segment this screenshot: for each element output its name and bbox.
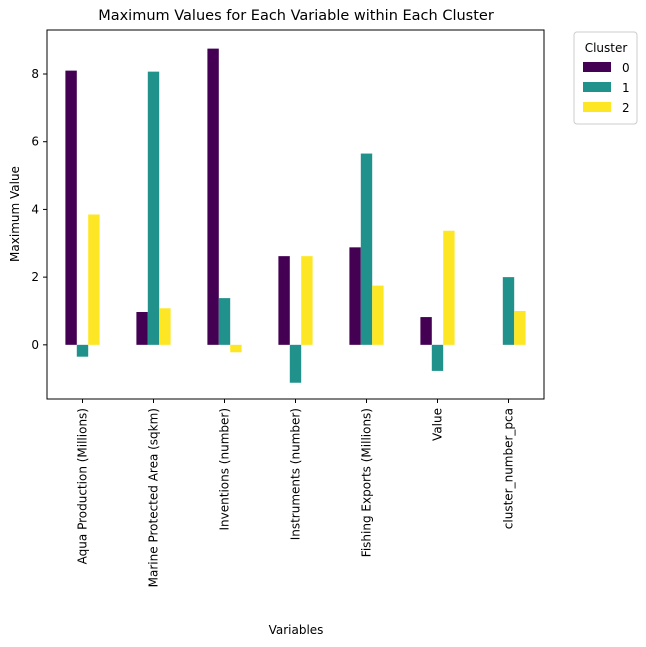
bar-cluster-0-2: [207, 48, 219, 345]
legend-swatch-cluster-1: [583, 82, 611, 92]
x-axis-label: Variables: [269, 623, 324, 637]
bar-cluster-2-6: [514, 310, 526, 345]
bar-cluster-2-1: [159, 308, 171, 345]
x-tick-label: Value: [431, 408, 445, 441]
bar-cluster-1-1: [147, 71, 160, 345]
bar-cluster-1-5: [431, 344, 444, 371]
plot-frame: [46, 29, 545, 400]
bar-cluster-0-5: [420, 317, 432, 345]
y-tick-label: 6: [31, 135, 39, 149]
legend-swatch-cluster-2: [583, 102, 611, 112]
legend-title: Cluster: [585, 41, 628, 55]
bar-cluster-2-2: [230, 344, 242, 353]
bar-cluster-2-3: [301, 256, 313, 345]
legend-items: 0 1 2: [583, 61, 630, 115]
legend: Cluster 0 1 2: [573, 31, 638, 125]
y-tick-label: 2: [31, 270, 39, 284]
bar-cluster-2-0: [88, 214, 100, 345]
legend-label-cluster-2: 2: [622, 101, 630, 115]
plot-area: 0 2 4 6 8 Aqua Production (Millions) Marine P…: [31, 29, 545, 587]
bar-cluster-1-4: [360, 153, 373, 345]
bar-cluster-2-5: [443, 230, 455, 345]
bar-cluster-2-4: [372, 285, 384, 345]
y-tick-label: 8: [31, 67, 39, 81]
bar-cluster-1-6: [502, 277, 515, 345]
y-tick-label: 0: [31, 338, 39, 352]
bar-cluster-1-3: [289, 344, 302, 383]
x-tick-label: Inventions (number): [218, 408, 232, 530]
bar-cluster-1-0: [76, 344, 89, 357]
x-tick-label: Fishing Exports (Millions): [360, 408, 374, 557]
legend-label-cluster-0: 0: [622, 61, 630, 75]
legend-swatch-cluster-0: [583, 62, 611, 72]
bar-cluster-0-0: [65, 70, 77, 345]
y-axis-ticks: 0 2 4 6 8: [31, 67, 47, 352]
x-tick-label: Aqua Production (Millions): [76, 408, 90, 564]
x-tick-label: Instruments (number): [289, 408, 303, 540]
bars: [65, 48, 526, 383]
bar-cluster-0-3: [278, 256, 290, 345]
chart-title: Maximum Values for Each Variable within …: [98, 8, 494, 24]
bar-cluster-0-1: [136, 312, 148, 345]
x-tick-label: cluster_number_pca: [502, 408, 516, 529]
x-axis-ticks: Aqua Production (Millions) Marine Protect…: [76, 399, 516, 587]
x-tick-label: Marine Protected Area (sqkm): [147, 408, 161, 587]
y-axis-label: Maximum Value: [8, 166, 22, 262]
bar-cluster-1-2: [218, 298, 231, 345]
legend-frame: [573, 31, 638, 125]
y-tick-label: 4: [31, 202, 39, 216]
legend-label-cluster-1: 1: [622, 81, 630, 95]
bar-cluster-0-4: [349, 247, 361, 345]
